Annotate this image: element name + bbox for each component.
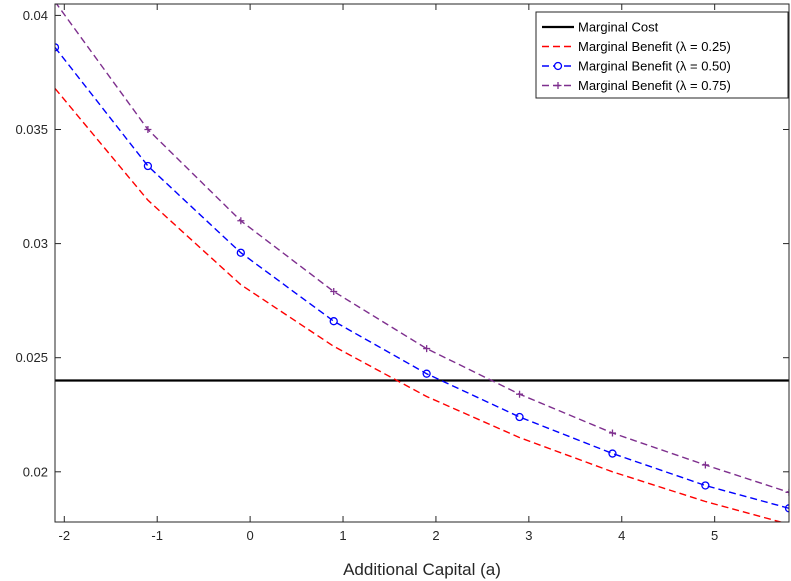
marker-s2-p0 [55, 43, 60, 52]
y-tick-label-0: 0.02 [23, 464, 48, 479]
legend: Marginal Cost Marginal Benefit (λ = 0.25)… [535, 11, 789, 99]
marker-s3-p6 [608, 429, 616, 437]
legend-label-3: Marginal Benefit (λ = 0.75) [578, 78, 731, 93]
legend-box [535, 11, 789, 99]
legend-marker-3 [554, 82, 562, 89]
marker-s2-p8 [784, 504, 789, 513]
axes: -2 -1 0 1 2 3 4 5 0.02 0.025 0.03 0.035 0.04 Addition… [15, 3, 790, 579]
x-axis-title: Additional Capital (a) [343, 560, 501, 579]
marker-s3-p7 [701, 461, 709, 469]
marker-s2-p5 [515, 412, 524, 422]
marker-s3-p5 [516, 390, 524, 398]
plot-area [55, 4, 789, 522]
marker-s2-p7 [701, 481, 710, 490]
series-line-1 [55, 87, 784, 522]
legend-marker-2 [553, 61, 563, 71]
x-tick-label-5: 3 [525, 528, 532, 543]
marker-s2-p1 [143, 161, 153, 171]
legend-label-0: Marginal Cost [578, 20, 659, 35]
axes-frame [54, 3, 790, 523]
y-tick-label-3: 0.035 [15, 122, 48, 137]
x-tick-label-7: 5 [711, 528, 718, 543]
marker-s2-p2 [236, 248, 245, 257]
series-line-3 [55, 4, 789, 493]
marker-s2-p3 [329, 317, 338, 326]
x-tick-label-0: -2 [59, 528, 71, 543]
x-tick-label-3: 1 [339, 528, 346, 543]
marker-s2-p4 [422, 369, 431, 378]
x-tick-label-2: 0 [246, 528, 253, 543]
y-tick-label-4: 0.04 [23, 8, 48, 23]
y-tick-label-2: 0.03 [23, 236, 48, 251]
x-tick-label-4: 2 [432, 528, 439, 543]
marker-s3-p1 [144, 126, 152, 134]
series-line-2 [55, 46, 789, 509]
marker-s3-p8 [785, 488, 789, 496]
x-tick-label-1: -1 [151, 528, 163, 543]
marker-s3-p4 [423, 345, 431, 353]
x-tick-label-6: 4 [618, 528, 625, 543]
marker-s3-p2 [237, 217, 245, 225]
y-tick-label-1: 0.025 [15, 350, 48, 365]
marker-s2-p6 [608, 449, 617, 458]
marker-s3-p3 [330, 288, 338, 296]
legend-label-1: Marginal Benefit (λ = 0.25) [578, 39, 731, 54]
legend-label-2: Marginal Benefit (λ = 0.50) [578, 59, 731, 74]
